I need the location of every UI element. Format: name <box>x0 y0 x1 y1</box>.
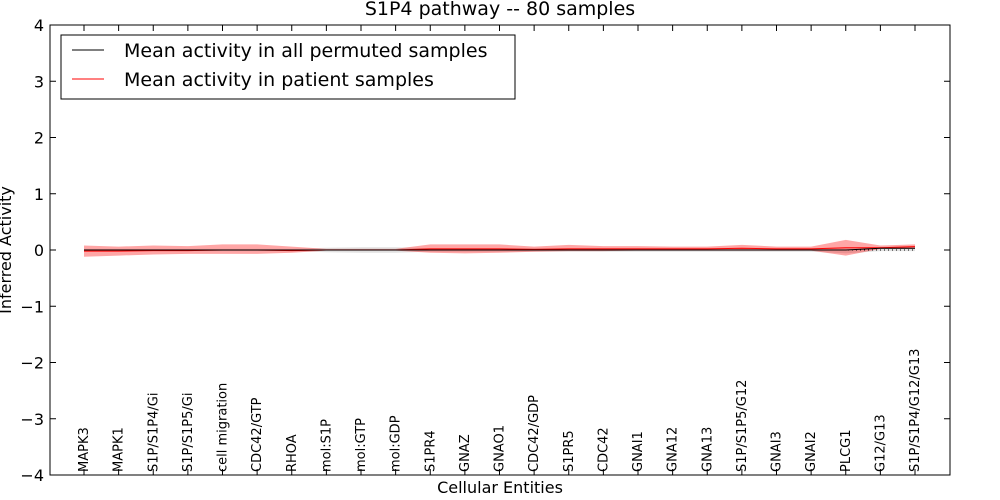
x-axis-title: Cellular Entities <box>437 478 563 497</box>
category-label: GNAZ <box>458 434 473 472</box>
category-label: mol:S1P <box>319 419 334 472</box>
category-label: S1PR5 <box>562 430 577 472</box>
legend-label-patient: Mean activity in patient samples <box>124 69 434 91</box>
category-label: S1P/S1P4/G12/G13 <box>908 349 923 472</box>
chart-title: S1P4 pathway -- 80 samples <box>365 0 635 20</box>
y-axis-title: Inferred Activity <box>0 186 15 314</box>
band-series-1 <box>84 239 915 257</box>
y-tick-label: 2 <box>34 129 44 148</box>
category-label: MAPK1 <box>112 427 127 472</box>
y-tick-label: 1 <box>34 185 44 204</box>
legend-label-permuted: Mean activity in all permuted samples <box>124 40 487 62</box>
category-label: GNAI2 <box>804 431 819 472</box>
category-label: MAPK3 <box>77 427 92 472</box>
legend-box <box>60 34 516 100</box>
category-label: CDC42 <box>596 427 611 472</box>
category-label: mol:GDP <box>389 415 404 472</box>
category-label: S1P/S1P5/Gi <box>181 393 196 472</box>
y-axis: −4 −3 −2 −1 0 1 2 3 4 <box>20 16 950 485</box>
legend: Mean activity in all permuted samples Me… <box>60 34 516 100</box>
category-label: RHOA <box>285 434 300 472</box>
category-label: S1PR4 <box>423 430 438 472</box>
category-label: cell migration <box>216 383 231 472</box>
category-label: S1P/S1P5/G12 <box>735 380 750 472</box>
category-label: GNA13 <box>700 427 715 472</box>
category-label: GNA12 <box>666 427 681 472</box>
y-tick-label: −3 <box>20 410 44 429</box>
y-tick-label: −2 <box>20 354 44 373</box>
series-lines <box>84 246 916 252</box>
category-label: GNAI1 <box>631 431 646 472</box>
y-tick-label: −4 <box>20 466 44 485</box>
y-tick-label: 3 <box>34 72 44 91</box>
category-label: CDC42/GDP <box>527 395 542 472</box>
category-label: G12/G13 <box>873 414 888 472</box>
category-label: CDC42/GTP <box>250 397 265 472</box>
category-label: GNAI3 <box>770 431 785 472</box>
y-tick-label: −1 <box>20 297 44 316</box>
y-tick-label: 4 <box>34 16 44 35</box>
x-axis-categories: MAPK3 MAPK1 S1P/S1P4/Gi S1P/S1P5/Gi cell mig… <box>77 25 923 475</box>
category-label: GNAO1 <box>493 425 508 472</box>
category-label: PLCG1 <box>839 429 854 472</box>
category-label: mol:GTP <box>354 418 369 472</box>
y-tick-label: 0 <box>34 241 44 260</box>
category-label: S1P/S1P4/Gi <box>146 393 161 472</box>
